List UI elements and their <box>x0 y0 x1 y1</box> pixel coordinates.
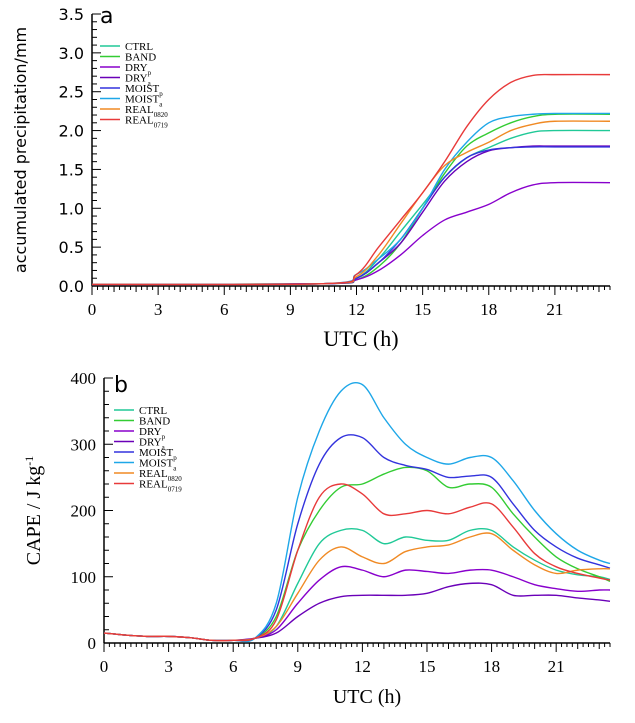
y-tick-label: 200 <box>71 502 97 521</box>
panel-a: 0 3 6 9 12 15 18 21 0.0 0.5 1.0 1.5 2.0 2.5 3.0 3.5 UTC … <box>11 4 611 351</box>
y-axis-title: CAPE / J kg-1 <box>22 456 45 565</box>
legend-label-subscript: a <box>173 465 177 473</box>
y-tick-label: 3.5 <box>59 5 84 24</box>
legend-label: DRYa <box>125 73 152 88</box>
y-tick-label: 100 <box>71 568 97 587</box>
legend-label-subscript: p <box>159 90 163 98</box>
y-tick-label: 300 <box>71 435 97 454</box>
x-tick-label: 9 <box>294 657 303 676</box>
legend-label: BAND <box>125 52 156 64</box>
legend-label-subscript: 0719 <box>154 122 169 130</box>
legend-label: CTRL <box>139 405 167 417</box>
y-tick-label: 1.0 <box>59 199 84 218</box>
y-tick-label: 400 <box>71 369 97 388</box>
x-tick-label: 18 <box>483 657 500 676</box>
legend-label-subscript: p <box>148 69 152 77</box>
series-line-moist-p <box>104 434 611 642</box>
x-tick-label: 21 <box>548 657 565 676</box>
panel-b: 0 3 6 9 12 15 18 21 0 100 200 300 400 UTC (h) CAPE / J… <box>22 369 611 708</box>
legend-label-subscript: a <box>148 80 152 88</box>
x-tick-label: 0 <box>88 300 97 319</box>
series-line-dry-p <box>104 565 611 642</box>
series-line-moist-p <box>92 146 610 286</box>
legend-label: DRYa <box>139 437 166 452</box>
series-line-moist-a <box>92 112 611 286</box>
x-tick-label: 0 <box>100 657 109 676</box>
legend-label: DRYp <box>139 426 166 441</box>
legend-label: MOISTa <box>125 94 163 109</box>
legend-label: MOISTp <box>139 447 177 462</box>
series-line-dry-a <box>92 145 610 286</box>
y-tick-label: 0.5 <box>59 238 84 257</box>
series-line-moist-a <box>104 382 611 643</box>
x-tick-label: 18 <box>480 300 497 319</box>
legend-label: MOISTa <box>139 458 177 473</box>
y-tick-label: 2.5 <box>59 83 84 102</box>
x-tick-label: 15 <box>418 657 435 676</box>
y-tick-label: 0.0 <box>59 277 84 296</box>
x-tick-label: 6 <box>220 300 229 319</box>
legend-label-subscript: p <box>173 454 177 462</box>
y-tick-label: 3.0 <box>59 44 84 63</box>
legend-label-subscript: 0820 <box>154 111 169 119</box>
legend-label: BAND <box>139 416 170 428</box>
legend-label-subscript: p <box>162 433 166 441</box>
x-tick-label: 12 <box>348 300 365 319</box>
legend-label-subscript: a <box>162 444 166 452</box>
panel-letter: b <box>114 373 128 398</box>
y-tick-label: 1.5 <box>59 160 84 179</box>
series-line-band <box>92 113 611 286</box>
legend-label: MOISTp <box>125 83 163 98</box>
x-tick-label: 12 <box>354 657 371 676</box>
legend-label-subscript: a <box>159 101 163 109</box>
x-axis-title: UTC (h) <box>323 326 398 351</box>
y-tick-label: 0 <box>88 634 97 653</box>
panel-letter: a <box>100 4 113 29</box>
y-tick-label: 2.0 <box>59 122 84 141</box>
legend-label-subscript: 0820 <box>168 475 183 483</box>
legend-label: CTRL <box>125 41 153 53</box>
x-tick-label: 3 <box>164 657 173 676</box>
series-line-dry-a <box>104 582 611 642</box>
y-axis-title-superscript: -1 <box>22 456 36 466</box>
x-tick-label: 15 <box>414 300 431 319</box>
x-tick-label: 21 <box>546 300 563 319</box>
x-tick-label: 6 <box>229 657 238 676</box>
x-tick-label: 3 <box>154 300 163 319</box>
series-line-ctrl <box>92 129 611 286</box>
x-axis-title: UTC (h) <box>333 686 401 708</box>
series-line-dry-p <box>92 181 611 286</box>
series-line-real-0719 <box>92 73 611 286</box>
series-line-real-0820 <box>104 532 611 642</box>
y-axis-title: accumulated precipitation/mm <box>11 27 30 273</box>
legend-label-subscript: 0719 <box>168 486 183 494</box>
series-line-real-0719 <box>104 483 611 642</box>
x-tick-label: 9 <box>286 300 295 319</box>
legend-label: DRYp <box>125 62 152 77</box>
